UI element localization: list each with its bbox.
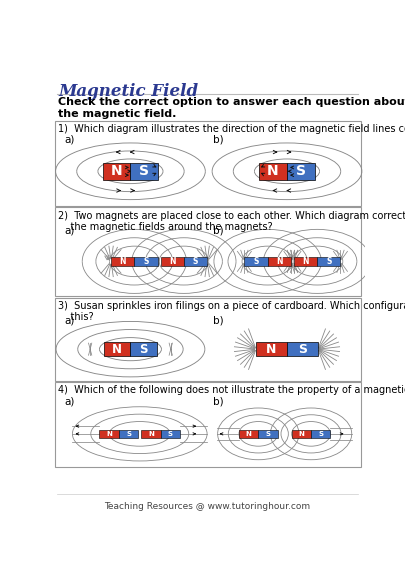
Bar (141, 430, 161, 438)
Bar (130, 163, 158, 180)
Bar (287, 163, 315, 180)
Text: S: S (139, 164, 149, 179)
Bar (184, 257, 207, 266)
Bar (55, 297, 360, 381)
Text: S: S (126, 431, 131, 437)
Text: Teaching Resources @ www.tutoringhour.com: Teaching Resources @ www.tutoringhour.co… (104, 502, 310, 511)
Bar (134, 257, 158, 266)
Text: S: S (253, 257, 259, 266)
Text: S: S (266, 431, 271, 437)
Bar (119, 430, 138, 438)
Text: N: N (303, 257, 309, 266)
Text: S: S (318, 431, 323, 437)
Text: S: S (296, 164, 306, 179)
Bar (292, 430, 311, 438)
Bar (317, 257, 341, 266)
Text: a): a) (64, 134, 75, 144)
Text: N: N (266, 343, 277, 356)
Text: Check the correct option to answer each question about
the magnetic field.: Check the correct option to answer each … (58, 98, 405, 119)
Bar (244, 257, 268, 266)
Text: S: S (326, 257, 332, 266)
Bar (100, 430, 119, 438)
Bar (55, 207, 360, 296)
Bar (311, 430, 330, 438)
Text: N: N (148, 431, 154, 437)
Bar (268, 257, 291, 266)
Bar (55, 382, 360, 467)
Text: N: N (119, 257, 126, 266)
Text: N: N (246, 431, 252, 437)
Text: S: S (143, 257, 149, 266)
Text: N: N (106, 431, 112, 437)
Bar (161, 257, 184, 266)
Text: N: N (276, 257, 283, 266)
Text: a): a) (64, 225, 75, 235)
Text: 3)  Susan sprinkles iron filings on a piece of cardboard. Which configuration de: 3) Susan sprinkles iron filings on a pie… (58, 301, 405, 322)
Bar (239, 430, 258, 438)
Bar (111, 257, 134, 266)
Text: N: N (169, 257, 175, 266)
Text: 4)  Which of the following does not illustrate the property of a magnetic field?: 4) Which of the following does not illus… (58, 385, 405, 395)
Text: N: N (111, 164, 122, 179)
Text: Magnetic Field: Magnetic Field (58, 83, 198, 100)
Text: N: N (267, 164, 279, 179)
Text: S: S (168, 431, 173, 437)
Text: S: S (139, 343, 148, 356)
Bar (287, 342, 318, 356)
Text: 2)  Two magnets are placed close to each other. Which diagram correctly illustra: 2) Two magnets are placed close to each … (58, 211, 405, 232)
Text: b): b) (213, 315, 224, 325)
Bar (259, 163, 287, 180)
Text: N: N (298, 431, 304, 437)
Text: b): b) (213, 396, 224, 406)
Text: b): b) (213, 225, 224, 235)
Text: N: N (112, 343, 122, 356)
Bar (294, 257, 317, 266)
Bar (104, 342, 130, 356)
Bar (256, 342, 287, 356)
Bar (258, 430, 278, 438)
Text: a): a) (64, 396, 75, 406)
Bar (55, 121, 360, 206)
Text: S: S (298, 343, 307, 356)
Bar (130, 342, 157, 356)
Bar (161, 430, 180, 438)
Text: 1)  Which diagram illustrates the direction of the magnetic field lines correctl: 1) Which diagram illustrates the directi… (58, 125, 405, 134)
Text: S: S (193, 257, 198, 266)
Text: b): b) (213, 134, 224, 144)
Text: a): a) (64, 315, 75, 325)
Bar (102, 163, 130, 180)
